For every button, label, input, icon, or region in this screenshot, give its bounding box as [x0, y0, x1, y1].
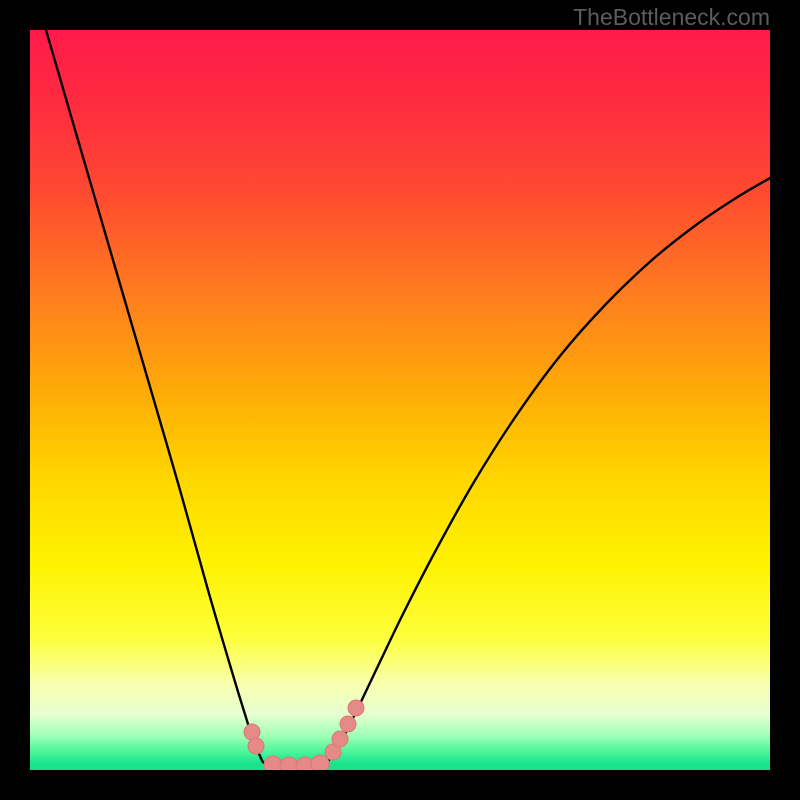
data-marker	[248, 738, 264, 754]
curve-overlay	[0, 0, 800, 800]
bottleneck-curve	[46, 30, 770, 767]
data-marker	[332, 731, 348, 747]
data-marker	[311, 755, 329, 773]
data-marker	[348, 700, 364, 716]
data-marker	[280, 757, 298, 775]
chart-frame: TheBottleneck.com	[0, 0, 800, 800]
data-marker	[244, 724, 260, 740]
watermark-text: TheBottleneck.com	[573, 4, 770, 31]
data-marker	[340, 716, 356, 732]
data-marker	[264, 756, 282, 774]
